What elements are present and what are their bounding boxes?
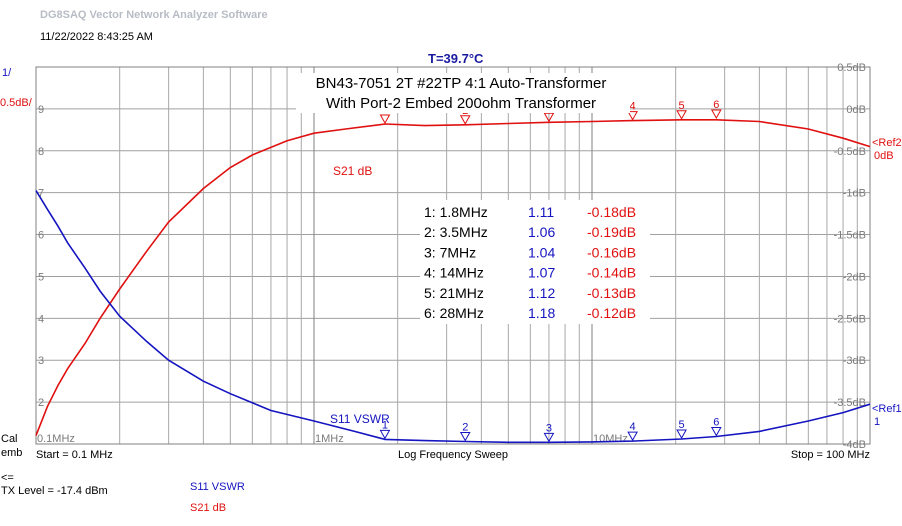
ref2-value: 0dB: [874, 150, 894, 162]
ref1-value: 1: [874, 416, 880, 428]
left-axis-div: 0.5dB/: [0, 97, 33, 109]
marker-triangle: [627, 431, 638, 442]
marker-row-freq: 5: 21MHz: [424, 285, 484, 301]
timestamp: 11/22/2022 8:43:25 AM: [40, 31, 153, 43]
marker-number: 6: [713, 416, 719, 428]
s11-trace-label: S11 VSWR: [330, 412, 390, 426]
marker-triangle: [627, 111, 638, 121]
marker-number: 3: [546, 422, 552, 434]
marker-triangle: [676, 110, 687, 120]
marker-table: 1: 1.8MHz 1.11 -0.18dB 2: 3.5MHz 1.06 -0.19dB…: [420, 200, 650, 324]
left-tick-label: 3: [38, 355, 44, 367]
right-tick-label: -4dB: [843, 439, 866, 451]
ref1-label: <Ref1: [872, 403, 902, 415]
x-tick-label: 1MHz: [315, 433, 344, 445]
left-tick-label: 8: [38, 146, 44, 158]
marker-triangle: [710, 109, 722, 119]
right-tick-label: 0dB: [846, 104, 866, 116]
marker-table-bg: [420, 200, 650, 324]
marker-triangle: [459, 115, 471, 125]
marker-row-db: -0.18dB: [587, 204, 636, 220]
right-tick-label: -1.5dB: [834, 230, 866, 242]
marker-row-vswr: 1.06: [528, 224, 555, 240]
sweep-type: Log Frequency Sweep: [398, 449, 508, 461]
marker-row-vswr: 1.11: [528, 204, 554, 220]
marker-number: 6: [713, 99, 719, 111]
emb-label: emb: [1, 447, 22, 459]
right-tick-label: -0.5dB: [834, 146, 866, 158]
cal-label: Cal: [1, 433, 18, 445]
marker-row-db: -0.13dB: [587, 285, 636, 301]
marker-row-freq: 2: 3.5MHz: [424, 224, 488, 240]
marker-triangle: [543, 112, 555, 123]
marker-row-vswr: 1.07: [528, 265, 555, 281]
marker-number: 4: [630, 101, 636, 113]
legend-s11[interactable]: S11 VSWR: [190, 481, 245, 493]
marker-triangle: [379, 429, 391, 440]
right-tick-label: -3dB: [843, 355, 866, 367]
marker-number: 5: [679, 419, 685, 431]
plot-frame: [35, 66, 871, 445]
legend-s21[interactable]: S21 dB: [190, 502, 226, 514]
marker-number: 4: [630, 421, 636, 433]
right-tick-label: -2dB: [843, 271, 866, 283]
sweep-start: Start = 0.1 MHz: [36, 449, 113, 461]
right-tick-label: -1dB: [843, 188, 866, 200]
s11-vswr-line: [35, 190, 871, 444]
left-tick-label: 6: [38, 230, 44, 242]
left-tick-label: 5: [38, 271, 44, 283]
marker-row-freq: 4: 14MHz: [424, 265, 484, 281]
marker-triangle: [710, 426, 722, 437]
chart-title-line2: With Port-2 Embed 200ohm Transformer: [326, 95, 596, 112]
marker-row-db: -0.16dB: [587, 244, 636, 260]
app-title: DG8SAQ Vector Network Analyzer Software: [40, 9, 268, 21]
marker-row-db: -0.19dB: [587, 224, 636, 240]
footer-arrow: <=: [1, 472, 14, 484]
s21-db-line: [35, 119, 871, 436]
sweep-stop: Stop = 100 MHz: [791, 449, 870, 461]
s21-trace-label: S21 dB: [333, 164, 372, 178]
chart-title-line1: BN43-7051 2T #22TP 4:1 Auto-Transformer: [316, 75, 607, 92]
marker-triangle: [543, 432, 555, 443]
marker-triangle: [676, 429, 687, 439]
marker-number: 1: [382, 419, 388, 431]
left-tick-label: 4: [38, 313, 44, 325]
marker-triangle: [459, 431, 471, 442]
series-layer: S21 dB S11 VSWR: [35, 119, 871, 444]
left-axis-unit: 1/: [2, 67, 12, 79]
left-tick-label: 7: [38, 188, 44, 200]
marker-row-vswr: 1.12: [528, 285, 555, 301]
left-tick-label: 9: [38, 104, 44, 116]
marker-row-vswr: 1.04: [528, 244, 555, 260]
marker-row-freq: 6: 28MHz: [424, 305, 484, 321]
marker-row-vswr: 1.18: [528, 305, 555, 321]
right-tick-label: -3.5dB: [834, 397, 866, 409]
right-tick-label: -2.5dB: [834, 313, 866, 325]
marker-row-freq: 1: 1.8MHz: [424, 204, 488, 220]
marker-triangle: [379, 114, 391, 124]
title-box: [296, 73, 630, 113]
marker-row-db: -0.14dB: [587, 265, 636, 281]
tx-level: TX Level = -17.4 dBm: [1, 485, 108, 497]
marker-row-freq: 3: 7MHz: [424, 244, 476, 260]
right-tick-label: 0.5dB: [837, 62, 866, 74]
x-tick-label: 0.1MHz: [37, 433, 75, 445]
left-tick-label: 2: [38, 397, 44, 409]
x-tick-label: 10MHz: [593, 433, 628, 445]
marker-row-db: -0.12dB: [587, 305, 636, 321]
ref2-label: <Ref2: [872, 137, 902, 149]
temperature-readout: T=39.7°C: [428, 51, 484, 66]
marker-number: 2: [462, 421, 468, 433]
marker-number: 5: [679, 100, 685, 112]
